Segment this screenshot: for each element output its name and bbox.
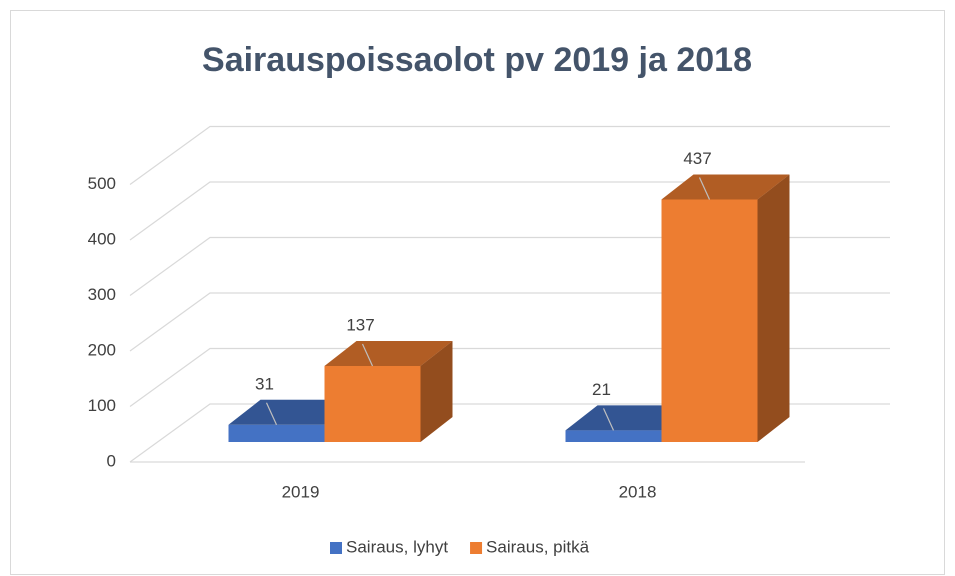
x-tick-label: 2019 [282, 482, 320, 501]
y-tick-label: 200 [88, 340, 116, 359]
data-label: 437 [683, 149, 711, 168]
bar-top [324, 340, 453, 366]
leader-line [698, 177, 711, 200]
leader-line [361, 343, 374, 367]
bar-top-shade [324, 340, 453, 366]
y-tick-label: 0 [107, 451, 116, 470]
legend-label: Sairaus, pitkä [486, 537, 590, 556]
grid-line [129, 125, 890, 185]
y-tick-label: 400 [88, 229, 116, 248]
bar-front [661, 199, 758, 442]
bar-side-shade [757, 174, 790, 442]
x-tick-label: 2018 [619, 482, 657, 501]
bar-side [757, 174, 790, 442]
grid-line [129, 181, 890, 241]
bar-side-shade [420, 340, 453, 442]
leader-line [602, 408, 615, 431]
y-tick-label: 100 [88, 396, 116, 415]
data-label: 137 [346, 315, 374, 334]
leader-line [265, 402, 278, 426]
data-label: 31 [255, 374, 274, 393]
legend-swatch [470, 542, 483, 554]
chart-title: Sairauspoissaolot pv 2019 ja 2018 [202, 41, 752, 79]
data-label: 21 [592, 380, 611, 399]
bar-front [324, 365, 421, 442]
legend-label: Sairaus, lyhyt [346, 537, 448, 556]
bar-top-shade [661, 174, 790, 200]
bar-front [565, 430, 662, 442]
bar-front [228, 424, 325, 442]
legend-swatch [330, 542, 342, 554]
bar-side [420, 340, 453, 442]
y-tick-label: 500 [88, 174, 116, 193]
y-tick-label: 300 [88, 285, 116, 304]
bar-top [661, 174, 790, 200]
